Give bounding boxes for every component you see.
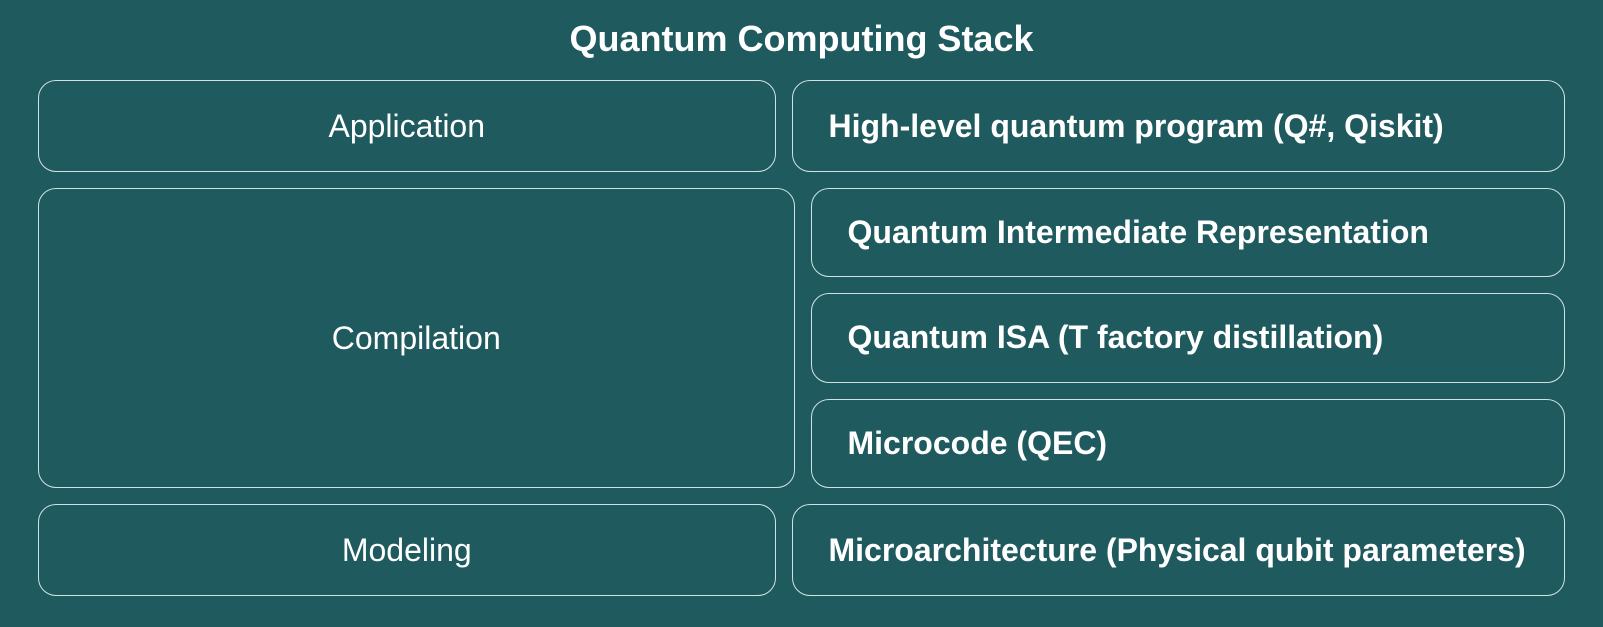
layer-details-compilation: Quantum Intermediate Representation Quan… <box>811 188 1566 488</box>
row-modeling: Modeling Microarchitecture (Physical qub… <box>38 504 1565 596</box>
layer-detail-application: High-level quantum program (Q#, Qiskit) <box>792 80 1566 172</box>
layer-label-application: Application <box>38 80 776 172</box>
layer-detail-qisa: Quantum ISA (T factory distillation) <box>811 293 1566 382</box>
layer-detail-microcode: Microcode (QEC) <box>811 399 1566 488</box>
diagram-rows: Application High-level quantum program (… <box>38 80 1565 597</box>
row-compilation: Compilation Quantum Intermediate Represe… <box>38 188 1565 488</box>
layer-detail-modeling: Microarchitecture (Physical qubit parame… <box>792 504 1566 596</box>
diagram-container: Quantum Computing Stack Application High… <box>0 0 1603 627</box>
row-application: Application High-level quantum program (… <box>38 80 1565 172</box>
layer-label-modeling: Modeling <box>38 504 776 596</box>
layer-detail-qir: Quantum Intermediate Representation <box>811 188 1566 277</box>
layer-label-compilation: Compilation <box>38 188 795 488</box>
diagram-title: Quantum Computing Stack <box>38 18 1565 60</box>
